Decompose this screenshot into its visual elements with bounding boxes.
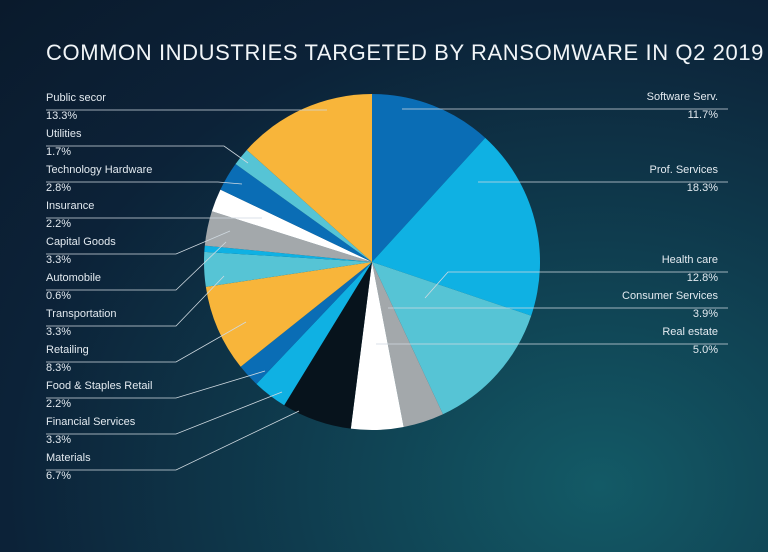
pie-slice-public-secor xyxy=(246,94,372,262)
leader-transportation xyxy=(46,275,225,327)
label-transportation: Transportation xyxy=(46,308,117,320)
label-consumer-services: Consumer Services xyxy=(622,290,718,302)
value-materials: 6.7% xyxy=(46,470,71,482)
label-software-serv: Software Serv. xyxy=(647,91,718,103)
pie-slice-financial-services xyxy=(256,262,372,406)
value-food-and-staples-retail: 2.2% xyxy=(46,398,71,410)
value-public-secor: 13.3% xyxy=(46,110,77,122)
leader-capital-goods xyxy=(46,230,231,255)
label-utilities: Utilities xyxy=(46,128,82,140)
pie-slice-utilities xyxy=(235,149,372,262)
pie-slices xyxy=(203,94,541,431)
value-capital-goods: 3.3% xyxy=(46,254,71,266)
leader-technology-hardware xyxy=(46,181,243,185)
pie-slice-automobile xyxy=(204,245,372,262)
label-health-care: Health care xyxy=(662,254,718,266)
label-automobile: Automobile xyxy=(46,272,101,284)
leader-health-care xyxy=(424,271,728,299)
label-food-and-staples-retail: Food & Staples Retail xyxy=(46,380,152,392)
value-financial-services: 3.3% xyxy=(46,434,71,446)
pie-slice-real-estate xyxy=(350,262,404,431)
value-real-estate: 5.0% xyxy=(693,344,718,356)
pie-slice-capital-goods xyxy=(204,211,372,262)
value-prof-services: 18.3% xyxy=(687,182,718,194)
leader-financial-services xyxy=(46,391,283,435)
value-software-serv: 11.7% xyxy=(688,109,719,121)
leader-retailing xyxy=(46,321,247,363)
pie-slice-software-serv xyxy=(372,94,486,262)
pie-slice-materials xyxy=(284,262,372,429)
label-insurance: Insurance xyxy=(46,200,94,212)
pie-slice-technology-hardware xyxy=(220,164,372,262)
leader-utilities xyxy=(46,145,249,164)
pie-slice-retailing xyxy=(205,262,372,367)
value-retailing: 8.3% xyxy=(46,362,71,374)
pie-slice-food-and-staples-retail xyxy=(240,262,372,384)
pie-slice-insurance xyxy=(211,189,372,262)
value-utilities: 1.7% xyxy=(46,146,71,158)
pie-labels: Software Serv. 11.7% Prof. Services 18.3% He… xyxy=(46,91,728,482)
value-insurance: 2.2% xyxy=(46,218,71,230)
pie-slice-consumer-services xyxy=(372,262,443,427)
value-automobile: 0.6% xyxy=(46,290,71,302)
label-capital-goods: Capital Goods xyxy=(46,236,116,248)
chart-title: COMMON INDUSTRIES TARGETED BY RANSOMWARE… xyxy=(46,40,765,65)
label-public-secor: Public secor xyxy=(46,92,106,104)
label-materials: Materials xyxy=(46,452,91,464)
value-technology-hardware: 2.8% xyxy=(46,182,71,194)
value-consumer-services: 3.9% xyxy=(693,308,718,320)
label-retailing: Retailing xyxy=(46,344,89,356)
label-technology-hardware: Technology Hardware xyxy=(46,164,152,176)
leader-materials xyxy=(46,410,300,471)
value-transportation: 3.3% xyxy=(46,326,71,338)
value-health-care: 12.8% xyxy=(687,272,718,284)
leader-food-and-staples-retail xyxy=(46,370,266,399)
leader-automobile xyxy=(46,241,227,291)
pie-slice-health-care xyxy=(372,262,532,415)
label-prof-services: Prof. Services xyxy=(650,164,719,176)
pie-slice-transportation xyxy=(203,251,372,287)
label-real-estate: Real estate xyxy=(662,326,718,338)
label-financial-services: Financial Services xyxy=(46,416,136,428)
